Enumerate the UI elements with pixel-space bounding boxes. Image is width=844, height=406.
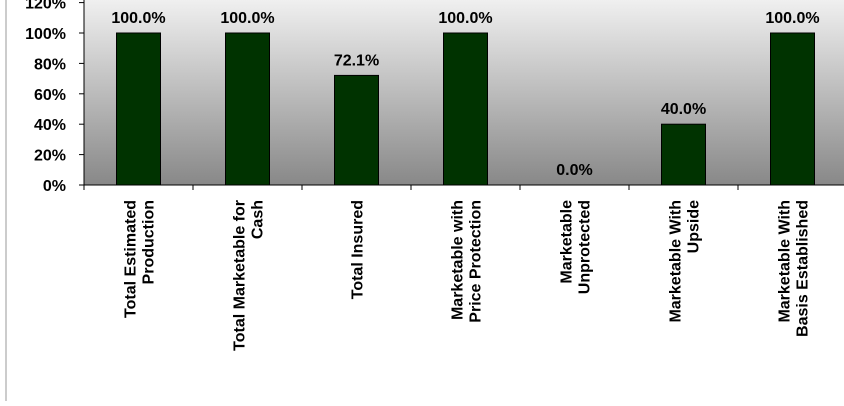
y-tick-label: 0% <box>43 178 66 195</box>
category-label-line: Total Insured <box>350 200 367 299</box>
category-label-line: Marketable with <box>450 200 467 320</box>
y-tick-label: 120% <box>25 0 66 13</box>
bar <box>443 32 488 186</box>
bar <box>225 32 270 186</box>
category-label-line: Unprotected <box>577 200 594 294</box>
category-label: Marketable WithBasis Established <box>777 200 812 337</box>
data-label: 0.0% <box>556 162 592 179</box>
category-label-line: Marketable With <box>668 200 685 323</box>
category-label-line: Marketable <box>559 200 576 284</box>
data-labels: 100.0% 100.0% 72.1% 100.0% 0.0% 40.0% 100.0% <box>111 10 819 179</box>
y-axis-ticks: 0% 20% 40% 60% 80% 100% 120% <box>25 0 739 195</box>
category-label: Marketable WithUpside <box>668 200 703 323</box>
category-label: MarketableUnprotected <box>559 200 594 294</box>
data-label: 100.0% <box>438 10 492 27</box>
category-label-line: Cash <box>250 200 267 239</box>
data-label: 100.0% <box>765 10 819 27</box>
bar <box>661 123 706 186</box>
bar-series <box>116 32 815 186</box>
y-tick-label: 60% <box>34 87 66 104</box>
bar <box>116 32 161 186</box>
bar <box>334 74 379 186</box>
data-label: 100.0% <box>111 10 165 27</box>
y-tick-label: 20% <box>34 148 66 165</box>
data-label: 40.0% <box>661 101 706 118</box>
y-tick-label: 80% <box>34 56 66 73</box>
data-label: 72.1% <box>334 52 379 69</box>
category-label-line: Total Estimated <box>123 200 140 318</box>
category-label-line: Upside <box>686 200 703 253</box>
bar <box>770 32 815 186</box>
category-label: Total EstimatedProduction <box>123 200 158 318</box>
category-label-line: Basis Established <box>795 200 812 337</box>
category-label-line: Marketable With <box>777 200 794 323</box>
y-tick-label: 40% <box>34 117 66 134</box>
category-label: Total Insured <box>350 200 367 299</box>
data-label: 100.0% <box>220 10 274 27</box>
category-label-line: Production <box>141 200 158 284</box>
category-label-line: Total Marketable for <box>232 200 249 351</box>
y-tick-label: 100% <box>25 26 66 43</box>
category-label: Total Marketable forCash <box>232 200 267 351</box>
category-label-line: Price Protection <box>468 200 485 323</box>
x-axis-labels: Total EstimatedProduction Total Marketabl… <box>123 200 812 351</box>
category-label: Marketable withPrice Protection <box>450 200 485 323</box>
